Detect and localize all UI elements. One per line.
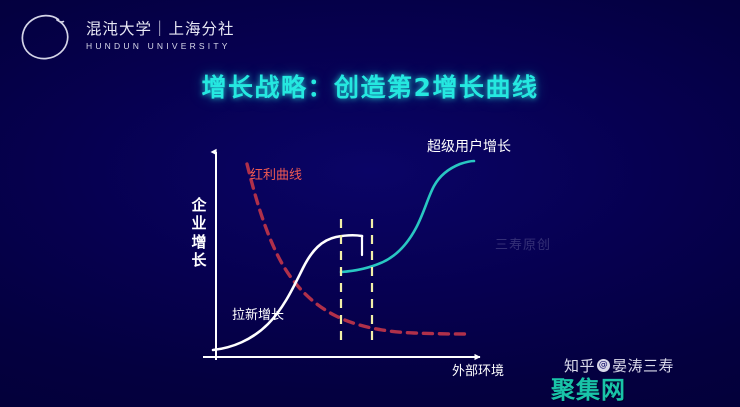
brand-text: 混沌大学｜上海分社 HUNDUN UNIVERSITY bbox=[86, 21, 235, 51]
watermark-zhihu-prefix: 知乎 bbox=[564, 357, 596, 375]
watermark-author-center: 三寿原创 bbox=[495, 238, 552, 253]
slide-title: 增长战略：创造第2增长曲线 bbox=[201, 73, 539, 102]
brand-name-en: HUNDUN UNIVERSITY bbox=[86, 41, 231, 52]
at-symbol-icon: @ bbox=[597, 359, 611, 372]
watermark-site-name: 聚集网 bbox=[551, 376, 626, 404]
watermark-zhihu-username: 晏涛三寿 bbox=[612, 357, 675, 375]
brand-name-cn: 混沌大学｜上海分社 bbox=[86, 20, 235, 39]
series-super-user-curve bbox=[339, 159, 476, 274]
brand-logo-block: 混沌大学｜上海分社 HUNDUN UNIVERSITY bbox=[18, 8, 235, 64]
enso-circle-icon bbox=[21, 14, 69, 60]
series-acquisition-curve bbox=[211, 234, 364, 352]
chart-axes bbox=[203, 148, 481, 361]
series-dividend-curve bbox=[245, 162, 472, 336]
watermark-zhihu-handle: 知乎 @ 晏涛三寿 bbox=[564, 355, 674, 376]
